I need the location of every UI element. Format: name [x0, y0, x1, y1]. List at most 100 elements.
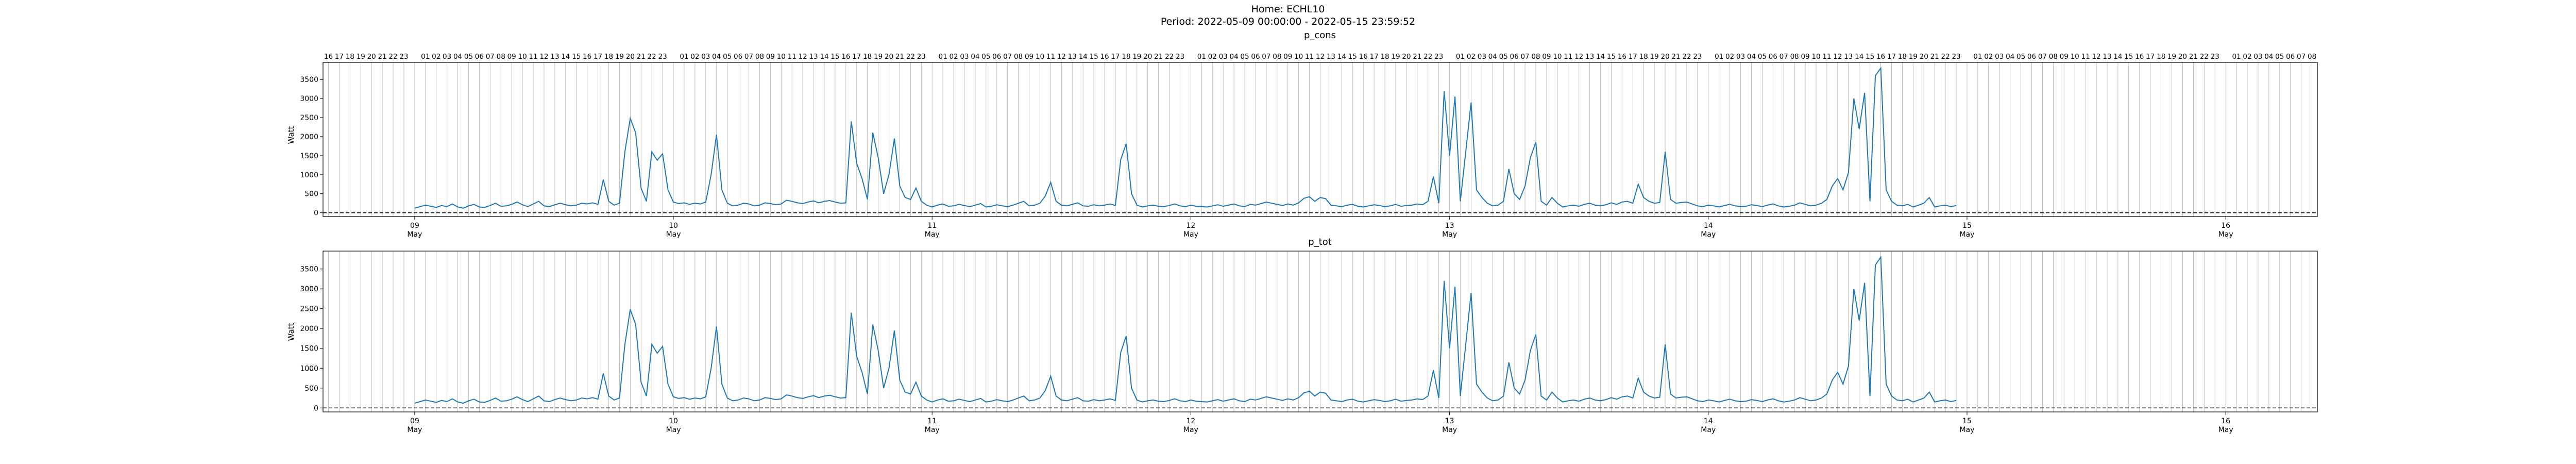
y-tick-label: 0 [314, 404, 318, 412]
hour-tick-label: 14 [561, 53, 570, 61]
hour-tick-label: 21 [1154, 53, 1163, 61]
hour-tick-label: 19 [2167, 53, 2176, 61]
hour-tick-label: 05 [1499, 53, 1508, 61]
hour-tick-label: 06 [734, 53, 742, 61]
hour-tick-label: 06 [475, 53, 484, 61]
hour-tick-label: 12 [1057, 53, 1066, 61]
series-line [414, 255, 1957, 404]
series-line [414, 67, 1957, 209]
hour-tick-label: 06 [1769, 53, 1777, 61]
hour-tick-label: 22 [1682, 53, 1691, 61]
hour-tick-label: 21 [2189, 53, 2198, 61]
hour-tick-label: 18 [863, 53, 872, 61]
hour-tick-label: 15 [1866, 53, 1874, 61]
hour-tick-label: 03 [960, 53, 969, 61]
hour-tick-label: 01 [1456, 53, 1465, 61]
y-tick-label: 3500 [300, 266, 318, 274]
hour-tick-label: 16 [324, 53, 333, 61]
hour-tick-label: 18 [604, 53, 613, 61]
hour-tick-label: 08 [1790, 53, 1799, 61]
x-tick-label-day: 10 [669, 222, 678, 230]
hour-tick-label: 04 [2264, 53, 2273, 61]
chart-title: p_cons [1304, 30, 1336, 41]
y-tick-label: 500 [304, 385, 318, 393]
y-tick-label: 2500 [300, 305, 318, 313]
hour-tick-label: 12 [1316, 53, 1325, 61]
hour-tick-label: 19 [615, 53, 624, 61]
hour-tick-label: 09 [1542, 53, 1551, 61]
y-tick-label: 1000 [300, 364, 318, 373]
hour-tick-label: 09 [2060, 53, 2069, 61]
x-tick-label-day: 14 [1704, 222, 1713, 230]
x-tick-label-month: May [1701, 230, 1716, 239]
hour-tick-label: 21 [1671, 53, 1680, 61]
chart-p-tot: p_tot Watt 0 500 1000 1500 2000 2500 3000 3500 0… [286, 237, 2318, 434]
hour-tick-label: 02 [1208, 53, 1217, 61]
hour-tick-label: 11 [1046, 53, 1055, 61]
hour-tick-label: 03 [443, 53, 451, 61]
hour-tick-label: 08 [1014, 53, 1023, 61]
hour-tick-label: 06 [1510, 53, 1519, 61]
hour-tick-label: 04 [453, 53, 462, 61]
x-tick-label-day: 15 [1962, 222, 1972, 230]
plot-frame [323, 251, 2318, 412]
hour-tick-label: 16 [583, 53, 591, 61]
y-tick-label: 3000 [300, 95, 318, 103]
x-tick-label-month: May [925, 426, 940, 434]
hour-tick-label: 17 [1370, 53, 1379, 61]
figure-subtitle: Period: 2022-05-09 00:00:00 - 2022-05-15… [1161, 16, 1415, 27]
hour-tick-label: 15 [1348, 53, 1357, 61]
hour-tick-label: 17 [1887, 53, 1896, 61]
hour-tick-label: 07 [1003, 53, 1012, 61]
hour-tick-label: 05 [2275, 53, 2284, 61]
x-tick-label-month: May [1442, 230, 1457, 239]
x-tick-label-day: 12 [1186, 222, 1195, 230]
y-tick-label: 2000 [300, 325, 318, 333]
hour-tick-label: 18 [1380, 53, 1389, 61]
hour-tick-label: 05 [1758, 53, 1767, 61]
plot-area: 050010001500200025003000350009May10May11… [300, 251, 2318, 434]
hour-tick-label: 19 [1132, 53, 1141, 61]
hour-tick-label: 21 [895, 53, 904, 61]
hour-tick-label: 20 [626, 53, 635, 61]
hour-tick-label: 12 [799, 53, 807, 61]
hour-tick-label: 03 [1219, 53, 1228, 61]
hour-tick-label: 23 [2211, 53, 2219, 61]
hour-tick-label: 22 [648, 53, 656, 61]
hour-tick-label: 02 [2243, 53, 2251, 61]
hour-tick-label: 03 [701, 53, 710, 61]
hour-tick-label: 17 [1111, 53, 1120, 61]
hour-tick-label: 20 [1143, 53, 1152, 61]
y-tick-label: 2500 [300, 114, 318, 122]
hour-tick-label: 21 [637, 53, 646, 61]
hour-tick-label: 18 [1639, 53, 1648, 61]
x-tick-label-day: 16 [2221, 222, 2230, 230]
hour-tick-label: 08 [1531, 53, 1540, 61]
hour-tick-label: 16 [1876, 53, 1885, 61]
hour-tick-label: 22 [1165, 53, 1174, 61]
hour-tick-label: 15 [1089, 53, 1098, 61]
hour-tick-label: 01 [1715, 53, 1723, 61]
hour-tick-label: 11 [2081, 53, 2090, 61]
hour-tick-label: 05 [1240, 53, 1249, 61]
hour-tick-label: 14 [1079, 53, 1088, 61]
hour-tick-label: 14 [2113, 53, 2122, 61]
x-tick-label-month: May [1183, 230, 1198, 239]
hour-tick-label: 18 [1898, 53, 1907, 61]
hour-tick-label: 13 [1585, 53, 1594, 61]
y-tick-label: 0 [314, 209, 318, 218]
hour-tick-label: 04 [712, 53, 721, 61]
hour-tick-label: 10 [1036, 53, 1044, 61]
x-tick-label-day: 09 [410, 222, 419, 230]
hour-tick-label: 06 [2286, 53, 2295, 61]
hour-tick-label: 16 [1100, 53, 1109, 61]
hour-tick-label: 14 [1337, 53, 1346, 61]
hour-tick-label: 23 [1693, 53, 1702, 61]
hour-tick-label: 22 [2200, 53, 2209, 61]
x-tick-label-day: 10 [669, 417, 678, 425]
x-tick-label-day: 16 [2221, 417, 2230, 425]
hour-tick-label: 06 [1251, 53, 1260, 61]
hour-tick-label: 02 [1725, 53, 1734, 61]
x-tick-label-day: 11 [927, 417, 937, 425]
